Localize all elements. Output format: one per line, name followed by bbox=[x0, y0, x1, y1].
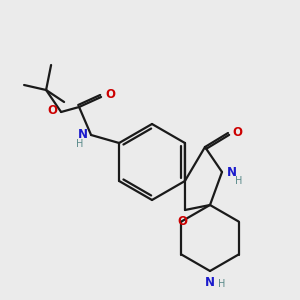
Text: N: N bbox=[205, 276, 215, 289]
Text: O: O bbox=[105, 88, 115, 101]
Text: H: H bbox=[235, 176, 242, 186]
Text: O: O bbox=[47, 103, 57, 116]
Text: N: N bbox=[78, 128, 88, 142]
Text: N: N bbox=[227, 166, 237, 178]
Text: O: O bbox=[232, 127, 242, 140]
Text: H: H bbox=[218, 279, 225, 289]
Text: O: O bbox=[177, 215, 187, 228]
Text: H: H bbox=[76, 139, 84, 149]
